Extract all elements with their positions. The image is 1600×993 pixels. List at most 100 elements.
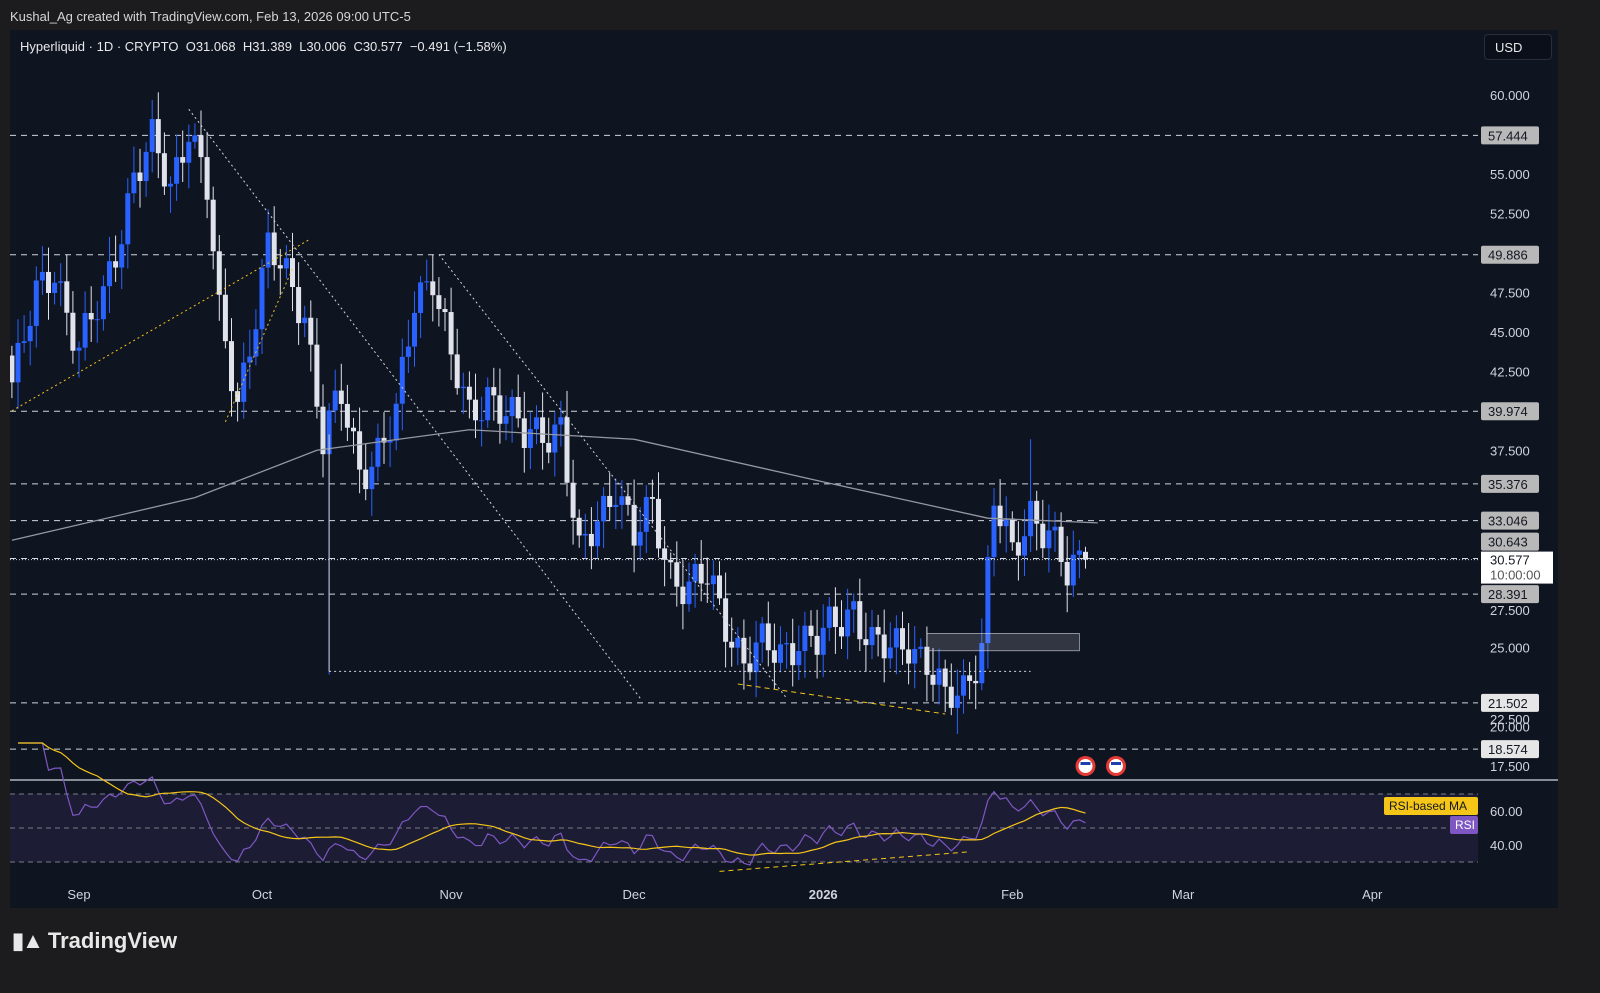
- candle-body: [698, 563, 704, 584]
- candle: [857, 578, 863, 652]
- candle-body: [881, 634, 887, 659]
- candle-body: [381, 437, 387, 443]
- candle: [826, 597, 832, 642]
- candle: [155, 92, 161, 179]
- candle-body: [88, 312, 94, 320]
- candle-body: [64, 281, 70, 313]
- candle: [259, 258, 265, 355]
- candle-body: [430, 281, 436, 296]
- candle-body: [76, 347, 82, 351]
- candle: [1003, 496, 1009, 553]
- price-level-label: 33.046: [1488, 514, 1528, 529]
- candle: [149, 99, 155, 173]
- current-price-label: 30.577: [1490, 553, 1530, 568]
- ohlc-low: L30.006: [299, 39, 347, 54]
- candle: [906, 623, 912, 685]
- candle-body: [241, 362, 247, 402]
- candle: [466, 371, 472, 419]
- candle-body: [296, 287, 302, 324]
- candle-body: [1046, 530, 1052, 549]
- candle-body: [161, 153, 167, 187]
- candle: [338, 363, 344, 431]
- candle-body: [314, 344, 320, 407]
- candle-body: [588, 533, 594, 547]
- candle: [674, 541, 680, 607]
- candle: [668, 552, 674, 579]
- candle-body: [991, 505, 997, 557]
- rsi-ma-badge: [1384, 797, 1478, 815]
- candle-body: [1083, 551, 1088, 560]
- candle: [180, 130, 186, 183]
- candle: [881, 609, 887, 683]
- trend-line: [224, 268, 293, 423]
- candle-body: [1040, 523, 1046, 549]
- candle: [216, 234, 222, 321]
- candle: [771, 623, 777, 690]
- candle-body: [491, 387, 497, 396]
- candle-body: [1070, 554, 1076, 586]
- candle-body: [686, 581, 692, 605]
- candle-body: [595, 521, 600, 547]
- candle-body: [582, 533, 588, 536]
- candle: [790, 618, 796, 687]
- candle: [210, 186, 216, 270]
- candle: [1046, 504, 1052, 573]
- candle: [88, 286, 94, 342]
- price-level-badge: [1481, 126, 1539, 145]
- candle-body: [619, 496, 625, 505]
- candle: [1083, 546, 1088, 569]
- candle: [680, 559, 686, 630]
- candle: [588, 507, 594, 570]
- tradingview-logo[interactable]: ▮▲ TradingView: [12, 928, 177, 954]
- candle: [704, 557, 710, 603]
- candle: [564, 390, 570, 497]
- candle: [27, 310, 33, 366]
- candle-body: [320, 406, 326, 455]
- candle-body: [942, 668, 948, 687]
- candle: [515, 374, 521, 428]
- candle: [961, 659, 966, 714]
- candle: [424, 259, 430, 291]
- candle-body: [52, 282, 58, 294]
- candle-body: [546, 442, 552, 453]
- rsi-ma-line: [18, 742, 1086, 856]
- candle: [320, 384, 326, 478]
- y-tick-label: 25.000: [1490, 641, 1530, 656]
- candle: [204, 131, 210, 219]
- y-tick-label: 17.500: [1490, 759, 1530, 774]
- candle-body: [534, 417, 539, 430]
- candle-body: [460, 386, 466, 389]
- candle-body: [637, 531, 643, 546]
- x-tick-label: Mar: [1172, 887, 1195, 902]
- candle: [52, 271, 58, 305]
- candle-body: [424, 281, 430, 283]
- candle-body: [558, 417, 564, 425]
- candle: [717, 561, 722, 605]
- candle-body: [680, 586, 686, 605]
- candle-body: [839, 627, 844, 637]
- candle: [1015, 521, 1021, 581]
- candle-body: [375, 437, 381, 467]
- price-level-label: 39.974: [1488, 404, 1528, 419]
- candle: [412, 291, 417, 367]
- candle-body: [900, 628, 905, 650]
- candle: [296, 262, 302, 345]
- candle: [991, 488, 997, 577]
- candle-body: [564, 417, 570, 483]
- candle: [576, 509, 582, 548]
- currency-button[interactable]: USD: [1484, 34, 1552, 60]
- candle-body: [399, 356, 405, 404]
- candle-body: [771, 650, 777, 663]
- candle-body: [930, 674, 936, 685]
- price-level-badge: [1481, 511, 1539, 530]
- candle-body: [149, 119, 155, 152]
- symbol-name[interactable]: Hyperliquid · 1D · CRYPTO: [20, 39, 179, 54]
- candle-body: [570, 482, 576, 518]
- candle: [363, 443, 369, 501]
- candle-body: [100, 286, 106, 320]
- x-tick-label: Oct: [252, 887, 273, 902]
- y-tick-label: 20.000: [1490, 720, 1530, 735]
- candle: [460, 372, 466, 414]
- candle: [979, 618, 985, 691]
